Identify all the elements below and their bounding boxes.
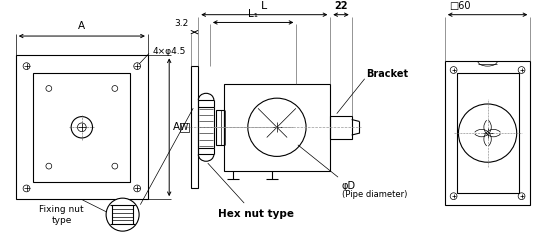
Bar bbox=[180, 123, 189, 132]
Bar bbox=[445, 61, 530, 205]
Bar bbox=[456, 73, 519, 193]
Bar bbox=[223, 84, 331, 171]
Circle shape bbox=[106, 198, 139, 231]
Bar bbox=[190, 66, 199, 188]
Bar bbox=[216, 110, 223, 145]
Bar bbox=[34, 73, 130, 182]
Text: □60: □60 bbox=[449, 1, 470, 11]
Text: Hex nut type: Hex nut type bbox=[218, 209, 294, 219]
Text: A: A bbox=[78, 21, 85, 31]
Text: L: L bbox=[261, 1, 267, 11]
Bar bbox=[16, 55, 148, 199]
Text: L₁: L₁ bbox=[248, 8, 257, 19]
Text: Bracket: Bracket bbox=[366, 69, 408, 79]
Text: φD: φD bbox=[342, 181, 356, 191]
Text: Fixing nut
type: Fixing nut type bbox=[39, 205, 84, 225]
Text: A: A bbox=[173, 122, 180, 132]
Text: 22: 22 bbox=[334, 1, 348, 11]
Text: (Pipe diameter): (Pipe diameter) bbox=[342, 190, 408, 199]
Text: W: W bbox=[180, 123, 188, 132]
Text: 4×φ4.5: 4×φ4.5 bbox=[153, 47, 186, 56]
Bar bbox=[331, 116, 351, 139]
Text: 3.2: 3.2 bbox=[174, 19, 189, 28]
